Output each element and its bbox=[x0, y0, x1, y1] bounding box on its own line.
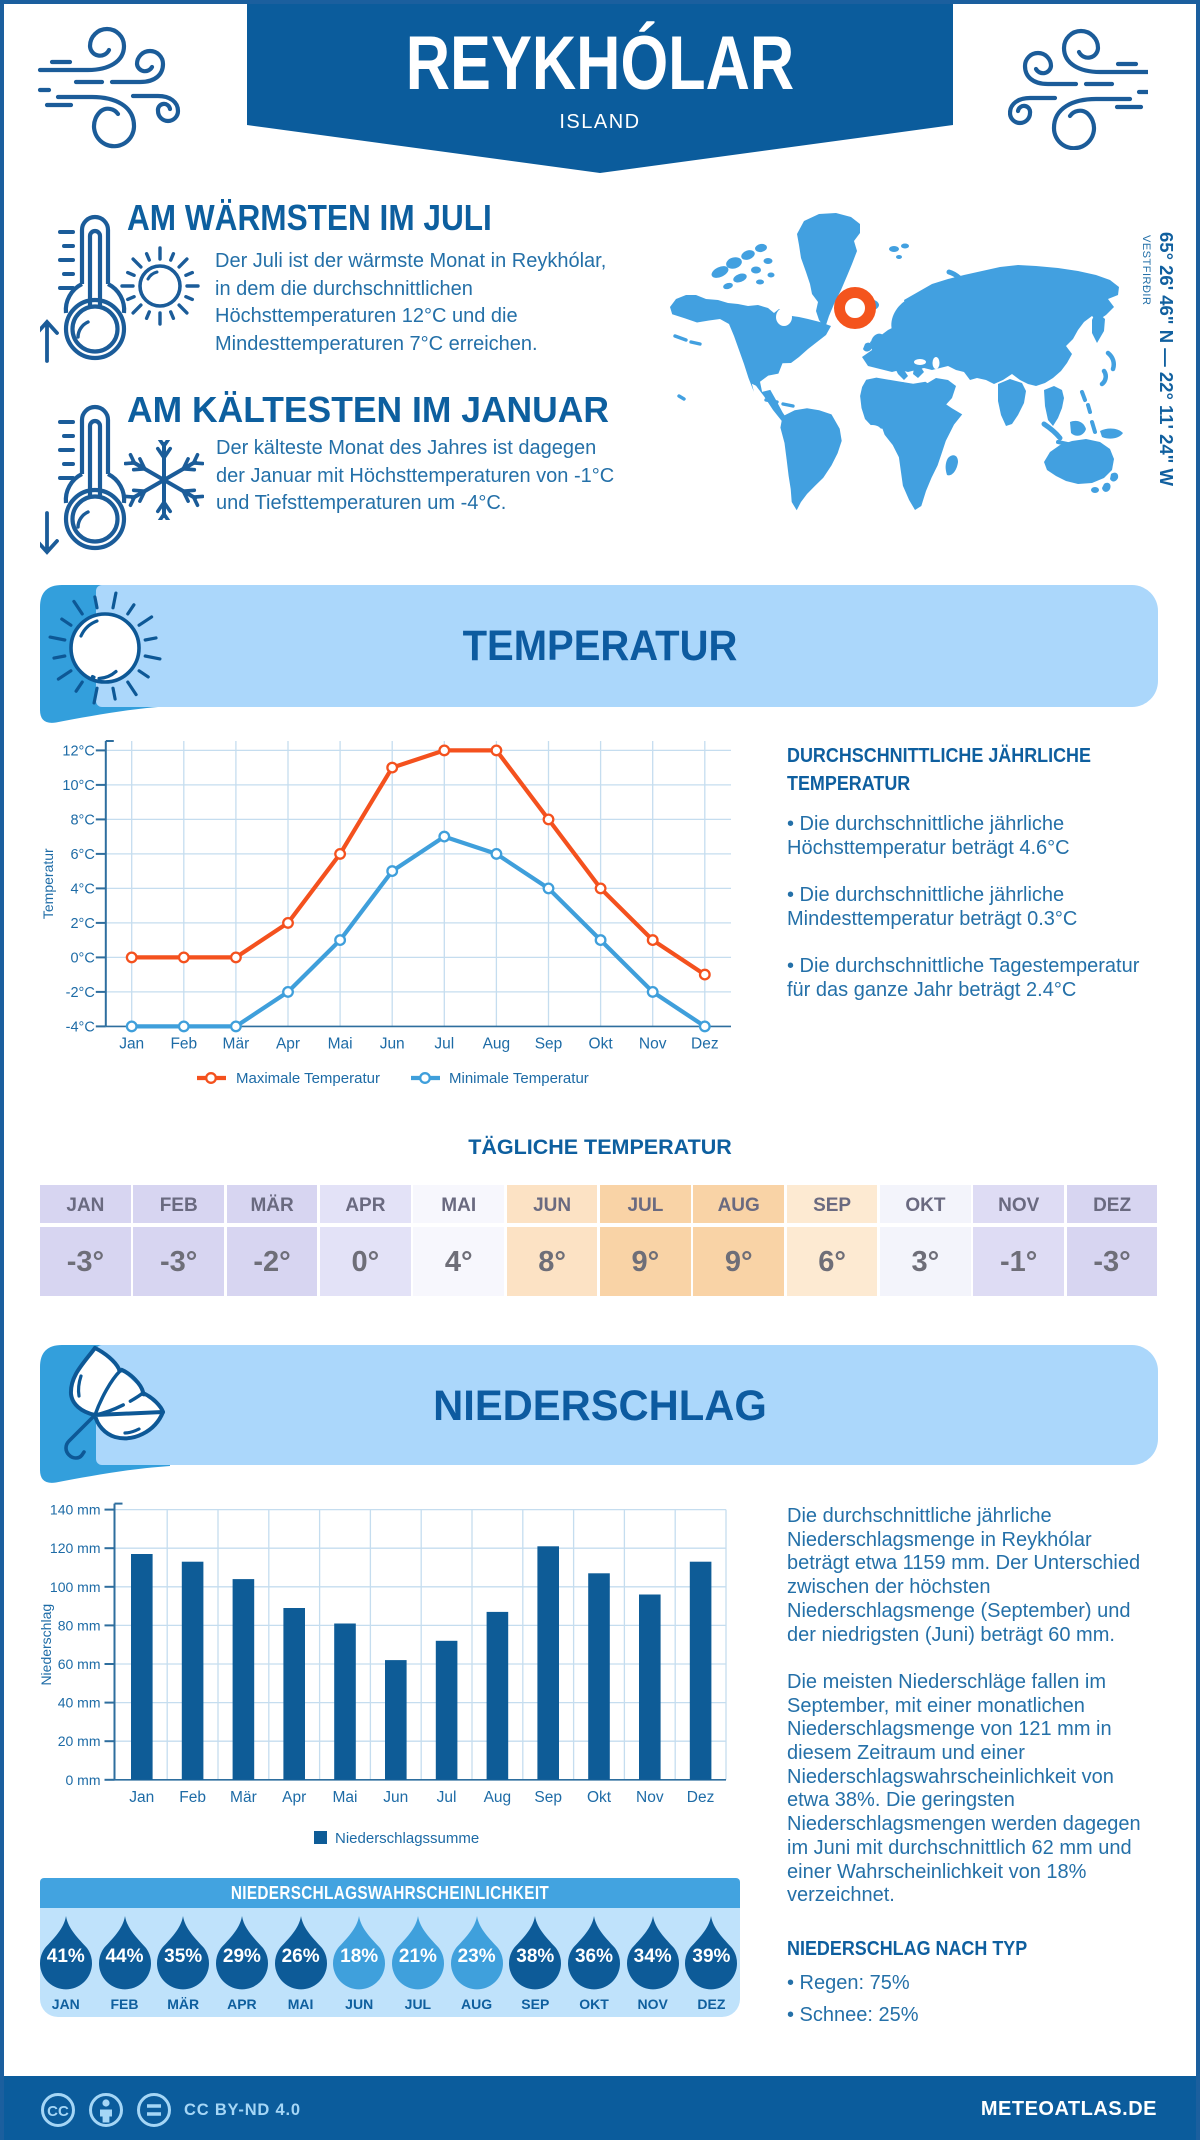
svg-text:Jul: Jul bbox=[434, 1035, 454, 1052]
svg-text:-2°C: -2°C bbox=[66, 985, 95, 1001]
svg-text:10°C: 10°C bbox=[62, 778, 94, 794]
svg-text:Temperatur: Temperatur bbox=[40, 848, 56, 919]
svg-text:40 mm: 40 mm bbox=[58, 1695, 101, 1711]
svg-text:20 mm: 20 mm bbox=[58, 1733, 101, 1749]
svg-text:Jun: Jun bbox=[380, 1035, 405, 1052]
svg-text:Jan: Jan bbox=[129, 1789, 154, 1806]
svg-text:Minimale Temperatur: Minimale Temperatur bbox=[449, 1070, 589, 1087]
svg-text:100 mm: 100 mm bbox=[50, 1579, 101, 1595]
svg-text:Apr: Apr bbox=[282, 1789, 306, 1806]
svg-text:Maximale Temperatur: Maximale Temperatur bbox=[236, 1070, 380, 1087]
svg-text:Feb: Feb bbox=[170, 1035, 197, 1052]
svg-text:6°C: 6°C bbox=[70, 847, 94, 863]
svg-text:80 mm: 80 mm bbox=[58, 1617, 101, 1633]
svg-text:12°C: 12°C bbox=[62, 743, 94, 759]
svg-text:Dez: Dez bbox=[691, 1035, 719, 1052]
svg-text:Aug: Aug bbox=[484, 1789, 512, 1806]
svg-text:4°C: 4°C bbox=[70, 881, 94, 897]
svg-text:0 mm: 0 mm bbox=[66, 1772, 101, 1788]
svg-text:CC: CC bbox=[47, 2103, 69, 2120]
svg-text:140 mm: 140 mm bbox=[50, 1502, 101, 1518]
svg-text:0°C: 0°C bbox=[70, 950, 94, 966]
svg-text:Nov: Nov bbox=[639, 1035, 667, 1052]
svg-text:Niederschlagssumme: Niederschlagssumme bbox=[335, 1830, 479, 1847]
svg-text:Sep: Sep bbox=[535, 1035, 563, 1052]
svg-text:Okt: Okt bbox=[589, 1035, 614, 1052]
svg-text:Mär: Mär bbox=[230, 1789, 257, 1806]
svg-text:Mai: Mai bbox=[328, 1035, 353, 1052]
svg-text:Mai: Mai bbox=[333, 1789, 358, 1806]
svg-text:-4°C: -4°C bbox=[66, 1019, 95, 1035]
svg-text:60 mm: 60 mm bbox=[58, 1656, 101, 1672]
svg-text:Niederschlag: Niederschlag bbox=[40, 1604, 54, 1686]
svg-text:8°C: 8°C bbox=[70, 812, 94, 828]
svg-text:Feb: Feb bbox=[179, 1789, 206, 1806]
svg-text:Apr: Apr bbox=[276, 1035, 300, 1052]
svg-text:120 mm: 120 mm bbox=[50, 1540, 101, 1556]
svg-text:Jul: Jul bbox=[437, 1789, 457, 1806]
svg-text:Jun: Jun bbox=[383, 1789, 408, 1806]
svg-text:Aug: Aug bbox=[483, 1035, 511, 1052]
svg-text:Okt: Okt bbox=[587, 1789, 612, 1806]
svg-text:Mär: Mär bbox=[223, 1035, 250, 1052]
svg-text:Nov: Nov bbox=[636, 1789, 664, 1806]
svg-text:2°C: 2°C bbox=[70, 916, 94, 932]
svg-text:Jan: Jan bbox=[119, 1035, 144, 1052]
svg-text:Dez: Dez bbox=[687, 1789, 715, 1806]
svg-text:Sep: Sep bbox=[534, 1789, 562, 1806]
